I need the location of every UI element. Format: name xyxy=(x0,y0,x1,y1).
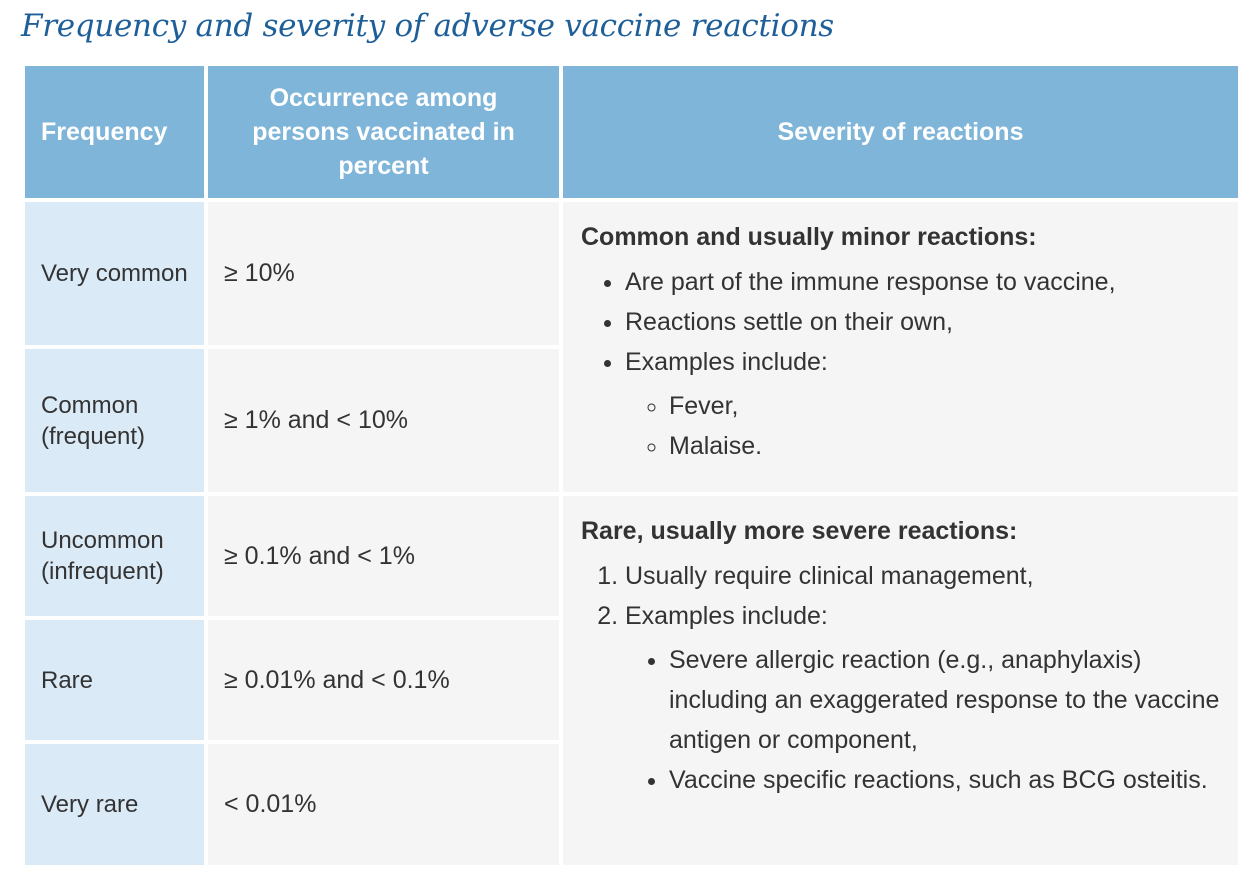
list-item: Severe allergic reaction (e.g., anaphyla… xyxy=(669,640,1220,760)
list-item-label: Examples include: xyxy=(625,348,828,376)
occurrence-cell: ≥ 0.1% and < 1% xyxy=(204,492,563,620)
list-item: Examples include: Fever, Malaise. xyxy=(625,342,1220,466)
frequency-cell: Uncommon (infrequent) xyxy=(21,492,208,620)
list-item: Fever, xyxy=(669,386,1220,426)
frequency-cell: Very common xyxy=(21,198,208,349)
frequency-cell: Common (frequent) xyxy=(21,345,208,496)
header-occurrence: Occurrence among persons vaccinated in p… xyxy=(204,62,563,202)
minor-reactions-list: Are part of the immune response to vacci… xyxy=(581,262,1220,466)
table-header-row: Frequency Occurrence among persons vacci… xyxy=(21,62,1242,202)
list-item: Reactions settle on their own, xyxy=(625,302,1220,342)
table-row: Common (frequent) ≥ 1% and < 10% xyxy=(21,345,1240,496)
adverse-reactions-table: Frequency Occurrence among persons vacci… xyxy=(21,62,1242,869)
occurrence-cell: ≥ 0.01% and < 0.1% xyxy=(204,616,563,744)
list-item: Are part of the immune response to vacci… xyxy=(625,262,1220,302)
list-item: Usually require clinical management, xyxy=(625,556,1220,596)
severe-reactions-list: Usually require clinical management, Exa… xyxy=(581,556,1220,800)
frequency-cell: Rare xyxy=(21,616,208,744)
occurrence-cell: ≥ 1% and < 10% xyxy=(204,345,563,496)
minor-examples-list: Fever, Malaise. xyxy=(625,386,1220,466)
table-row: Very common ≥ 10% Common and usually min… xyxy=(21,198,1242,496)
frequency-cell: Very rare xyxy=(21,740,208,869)
header-severity: Severity of reactions xyxy=(559,62,1242,202)
header-frequency: Frequency xyxy=(21,62,208,202)
severity-heading-severe: Rare, usually more severe reactions: xyxy=(581,517,1018,545)
page-title: Frequency and severity of adverse vaccin… xyxy=(21,8,834,44)
occurrence-cell: < 0.01% xyxy=(204,740,563,869)
severity-cell-severe: Rare, usually more severe reactions: Usu… xyxy=(559,492,1242,869)
table-row: Very rare < 0.01% xyxy=(21,740,1240,869)
table-row: Uncommon (infrequent) ≥ 0.1% and < 1% Ra… xyxy=(21,492,1242,869)
severity-heading-minor: Common and usually minor reactions: xyxy=(581,223,1037,251)
severity-cell-minor: Common and usually minor reactions: Are … xyxy=(559,198,1242,496)
list-item: Vaccine specific reactions, such as BCG … xyxy=(669,760,1220,800)
list-item-label: Examples include: xyxy=(625,602,828,630)
table-row: Rare ≥ 0.01% and < 0.1% xyxy=(21,616,1240,744)
list-item: Examples include: Severe allergic reacti… xyxy=(625,596,1220,800)
occurrence-cell: ≥ 10% xyxy=(204,198,563,349)
severe-examples-list: Severe allergic reaction (e.g., anaphyla… xyxy=(625,640,1220,800)
list-item: Malaise. xyxy=(669,426,1220,466)
